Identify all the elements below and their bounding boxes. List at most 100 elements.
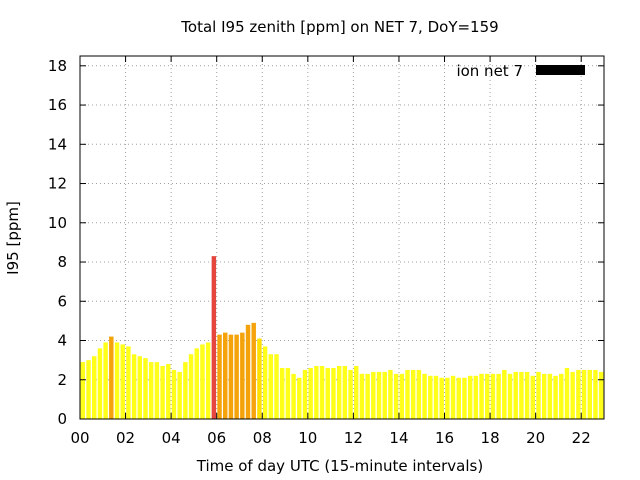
bar [257,338,262,419]
bar [325,367,330,419]
x-tick-label: 14 [389,429,408,447]
bar [251,322,256,419]
x-tick-label: 08 [253,429,272,447]
x-tick-label: 04 [162,429,181,447]
bar [422,373,427,419]
bar [200,344,205,419]
x-tick-label: 22 [572,429,591,447]
y-tick-label: 18 [48,57,67,75]
bar [103,342,108,419]
bar [359,373,365,419]
bar [342,366,348,419]
bar [553,375,558,419]
x-tick-label: 12 [344,429,363,447]
bar [462,377,467,419]
bar [519,371,524,419]
x-tick-label: 10 [298,429,317,447]
bar [262,346,268,419]
bar [240,332,245,419]
bar [223,332,228,419]
bar [530,375,536,419]
legend: ion net 7 [456,62,585,80]
bar [490,373,496,419]
bar [382,371,387,419]
x-tick-label: 18 [481,429,500,447]
bar [433,375,439,419]
bar [428,375,433,419]
chart-title: Total I95 zenith [ppm] on NET 7, DoY=159 [180,18,498,36]
bar [86,360,91,419]
y-tick-label: 6 [57,292,67,310]
x-tick-label: 16 [435,429,454,447]
y-tick-label: 16 [48,96,67,114]
bar [410,369,416,419]
bar [559,373,564,419]
bar [245,324,251,419]
y-tick-label: 4 [57,332,67,350]
bar [114,342,120,419]
bar [188,354,194,419]
bar [547,373,553,419]
bar [308,367,313,419]
bar [97,348,103,419]
bar [513,371,518,419]
grid-lines [80,56,604,419]
bar [234,334,239,419]
legend-label: ion net 7 [456,62,523,80]
plot-frame [79,55,605,420]
bar [598,371,604,419]
bar [166,364,171,419]
bar [120,344,125,419]
bar [593,369,598,419]
bar [388,369,393,419]
bar [502,369,507,419]
bars [80,256,604,419]
bar [336,366,342,419]
x-tick-label: 00 [70,429,89,447]
bar [331,367,336,419]
bar [228,334,234,419]
y-axis-label: I95 [ppm] [4,201,22,275]
bar [211,256,217,419]
x-axis-label: Time of day UTC (15-minute intervals) [196,457,483,475]
bar [154,362,160,419]
bar [80,362,86,419]
bar [205,342,211,419]
bar [126,346,131,419]
bar [171,369,177,419]
bar [564,367,570,419]
bar [148,362,154,419]
bar [541,373,547,419]
y-tick-label: 0 [57,410,67,428]
bar [473,375,479,419]
bar [302,369,308,419]
bar [143,358,148,419]
bar [217,334,222,419]
bar [393,373,399,419]
bar [365,373,370,419]
bar [109,336,114,419]
bar [285,367,291,419]
bar [479,373,484,419]
bar [137,356,143,419]
bar [268,354,274,419]
bar [376,371,382,419]
x-tick-label: 02 [116,429,135,447]
y-tick-label: 2 [57,371,67,389]
bar [416,369,422,419]
bar [319,366,325,419]
bar [576,369,581,419]
y-tick-label: 8 [57,253,67,271]
bar [536,371,541,419]
bar [354,366,359,419]
bar [507,373,513,419]
bar [160,366,165,419]
y-tick-label: 10 [48,214,67,232]
bar [445,377,450,419]
bar [183,362,188,419]
bar [399,373,405,419]
bar [496,373,501,419]
bar [405,369,410,419]
